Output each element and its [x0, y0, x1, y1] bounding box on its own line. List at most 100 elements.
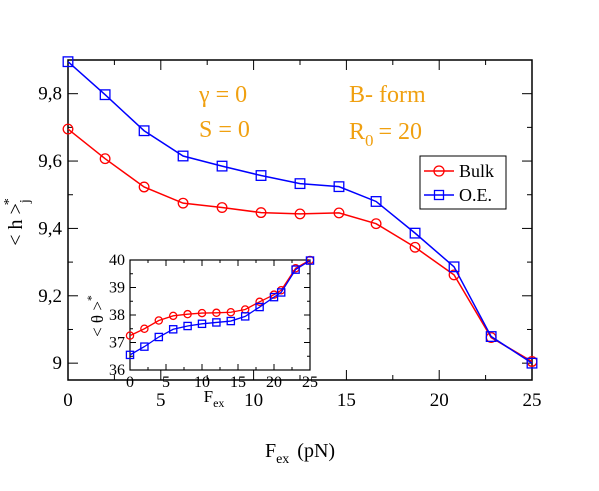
inset-x-tick-label: 0: [126, 374, 134, 391]
main-series-line-0: [67, 128, 533, 363]
inset-series: [125, 255, 315, 360]
inset-point: [168, 311, 178, 321]
annotation-form: B- form: [349, 82, 426, 108]
main-point: [448, 261, 460, 273]
inset-x-tick-label: 15: [230, 374, 246, 391]
inset-point: [255, 302, 264, 312]
main-point: [62, 123, 74, 135]
inset-point: [212, 318, 221, 327]
main-y-tick-label: 9,8: [38, 84, 62, 105]
inset-point: [291, 265, 300, 274]
main-x-tick-label: 15: [337, 390, 356, 411]
inset-series-line-0: [129, 259, 311, 337]
inset-point: [154, 332, 164, 342]
inset-point: [212, 308, 221, 318]
inset-point: [197, 308, 207, 318]
inset-point: [140, 324, 149, 333]
main-point: [138, 181, 150, 193]
inset-point: [154, 316, 164, 325]
main-x-tick-label: 10: [244, 390, 263, 411]
inset-y-label-main: < θ >: [88, 301, 107, 337]
legend-oe-label: O.E.: [459, 185, 492, 205]
main-series: [62, 56, 538, 369]
main-point: [370, 218, 382, 230]
main-point: [216, 160, 228, 172]
main-y-label-sub: j: [18, 199, 33, 204]
main-x-tick-label: 0: [63, 390, 73, 411]
main-point: [333, 207, 345, 219]
inset-point: [125, 331, 135, 340]
inset-point: [226, 307, 236, 317]
legend-oe-marker: [433, 189, 445, 201]
inset-y-tick-label: 40: [109, 252, 125, 269]
main-point: [409, 241, 421, 253]
main-point: [294, 178, 306, 190]
inset-point: [276, 288, 286, 297]
main-point: [526, 357, 538, 369]
inset-point: [255, 297, 264, 307]
inset-point: [168, 325, 178, 334]
annotation-r0-value: = 20: [379, 119, 423, 145]
inset-point: [183, 321, 192, 331]
annotation-s: S = 0: [199, 117, 250, 143]
inset-x-label-main: F: [204, 387, 213, 406]
inset-x-tick-label: 25: [302, 374, 318, 391]
inset-x-tick-label: 10: [194, 374, 210, 391]
inset-y-axis-label: < θ >*: [84, 295, 107, 337]
main-point: [99, 89, 111, 101]
main-x-tick-label: 5: [156, 390, 166, 411]
main-x-tick-label: 25: [523, 390, 542, 411]
inset-y-tick-label: 36: [109, 362, 125, 379]
inset-ticks: 0 5 10 15 20 25 36 37 38 39 40: [109, 252, 318, 391]
inset-point: [183, 309, 192, 319]
inset-y-tick-label: 39: [109, 280, 125, 297]
main-x-tick-label: 20: [430, 390, 449, 411]
main-point: [62, 56, 74, 68]
main-point: [216, 202, 228, 213]
main-x-label-main: F: [265, 440, 276, 462]
annotation-r0-main: R: [349, 119, 365, 145]
main-point: [370, 196, 382, 207]
legend-bulk-marker: [433, 165, 445, 177]
main-y-tick-label: 9,6: [38, 151, 62, 172]
legend-bulk-label: Bulk: [459, 161, 494, 181]
inset-point: [226, 316, 236, 326]
main-point: [485, 331, 497, 342]
main-point: [138, 125, 150, 137]
main-point: [255, 170, 267, 181]
legend-box: [419, 155, 507, 210]
main-point: [409, 227, 421, 239]
inset-x-tick-label: 5: [162, 374, 170, 391]
legend: Bulk O.E.: [419, 155, 507, 210]
main-point: [177, 197, 189, 209]
annotation-gamma: γ = 0: [198, 82, 247, 108]
main-x-label-unit: (pN): [297, 440, 335, 462]
main-point: [255, 207, 267, 219]
main-x-label-sub: ex: [276, 452, 289, 467]
main-y-axis-label: < h >j*: [2, 198, 33, 245]
main-x-axis-label: Fex (pN): [265, 440, 335, 467]
main-point: [333, 181, 345, 193]
main-point: [99, 153, 111, 165]
inset-y-tick-label: 38: [109, 307, 125, 324]
inset-point: [269, 292, 279, 302]
main-series-line-1: [67, 61, 533, 364]
inset-y-label-sub: *: [84, 295, 98, 301]
inset-point: [125, 350, 135, 360]
inset-point: [140, 342, 149, 351]
inset-point: [240, 312, 250, 321]
main-y-tick-label: 9,2: [38, 286, 62, 307]
inset-x-tick-label: 20: [266, 374, 282, 391]
inset-y-tick-label: 37: [109, 335, 125, 352]
main-y-label-main: < h >: [5, 203, 27, 246]
main-y-tick-label: 9,4: [38, 218, 62, 239]
main-point: [177, 150, 189, 162]
inset-point: [197, 319, 207, 329]
inset-x-axis-label: Fex: [204, 387, 225, 410]
inset-x-label-sub: ex: [213, 396, 224, 410]
inset-series-line-1: [129, 260, 311, 356]
